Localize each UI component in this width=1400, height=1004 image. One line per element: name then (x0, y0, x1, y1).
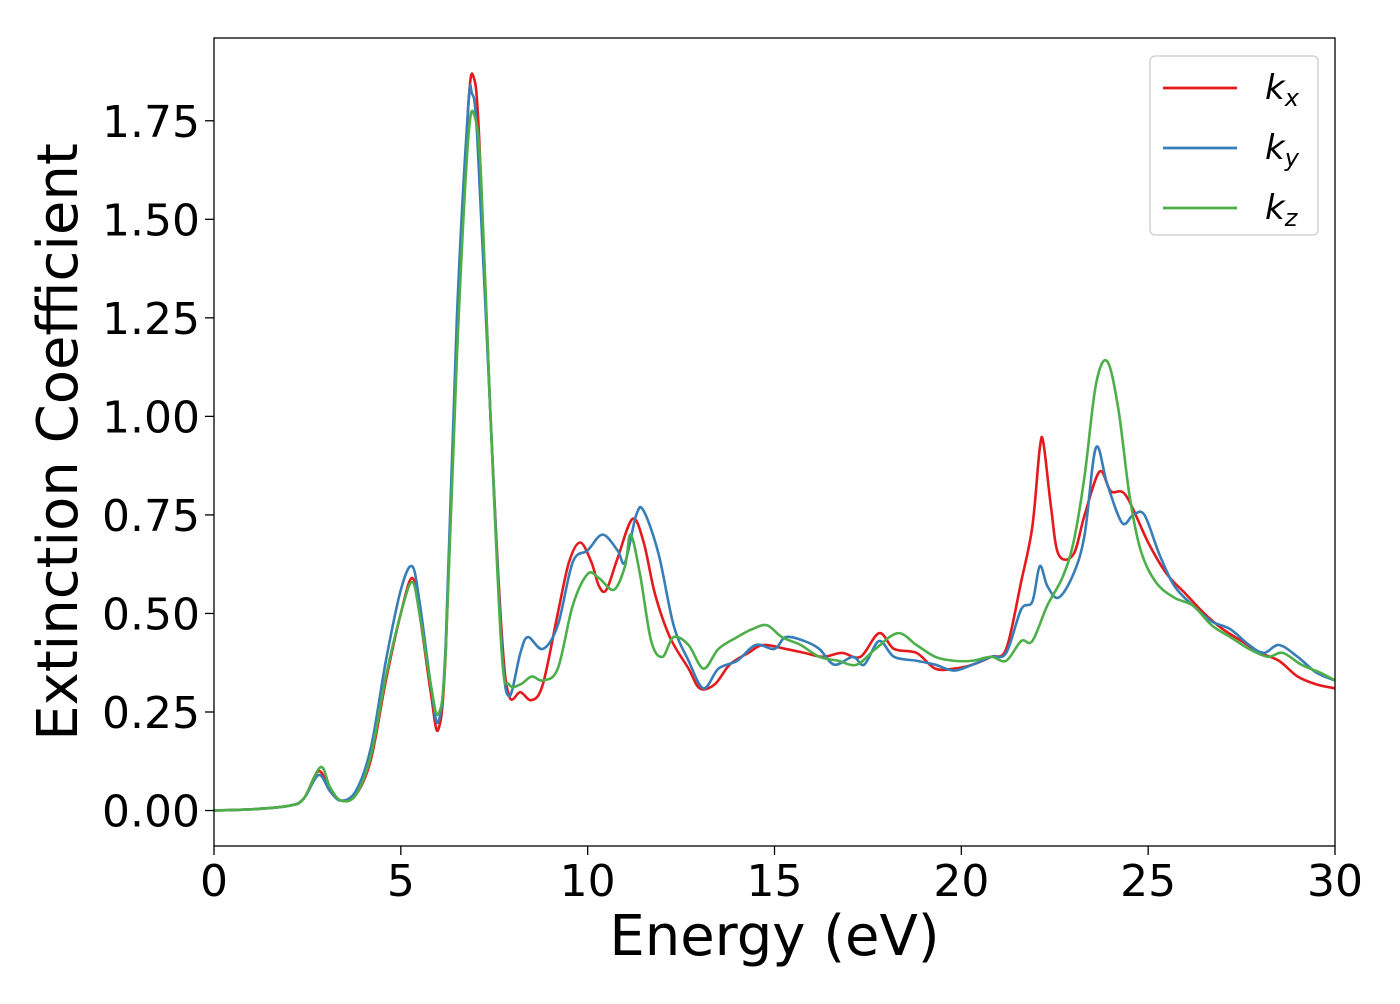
y-tick-label: 0.75 (102, 491, 200, 542)
series-line-k-z (214, 109, 1335, 812)
y-tick-label: 0.00 (102, 787, 200, 838)
y-tick-label: 1.75 (102, 97, 200, 148)
x-tick-label: 5 (387, 856, 415, 907)
y-tick-label: 1.00 (102, 392, 200, 443)
y-tick-label: 0.25 (102, 688, 200, 739)
x-tick-label: 10 (560, 856, 616, 907)
y-axis-title: Extinction Coefficient (26, 143, 91, 741)
series-layer (214, 72, 1335, 812)
x-tick-label: 15 (747, 856, 803, 907)
legend: kx ky kz (1149, 55, 1319, 236)
y-tick-label: 0.50 (102, 589, 200, 640)
y-tick-label: 1.25 (102, 294, 200, 345)
x-tick-label: 20 (933, 856, 989, 907)
legend-label-k-x: kx (1265, 68, 1300, 112)
x-tick-label: 25 (1120, 856, 1176, 907)
legend-label-k-z: kz (1265, 188, 1299, 232)
x-tick-label: 30 (1307, 856, 1363, 907)
x-axis-title: Energy (eV) (609, 904, 939, 969)
tick-layer: 0 5 10 15 20 25 30 0.00 0.25 0.50 0.75 1.00 1.25 1.50… (102, 97, 1363, 907)
series-lines (214, 72, 1335, 812)
y-tick-label: 1.50 (102, 195, 200, 246)
x-tick-label: 0 (200, 856, 228, 907)
legend-label-k-y: ky (1265, 128, 1300, 172)
legend-box (1149, 55, 1319, 236)
